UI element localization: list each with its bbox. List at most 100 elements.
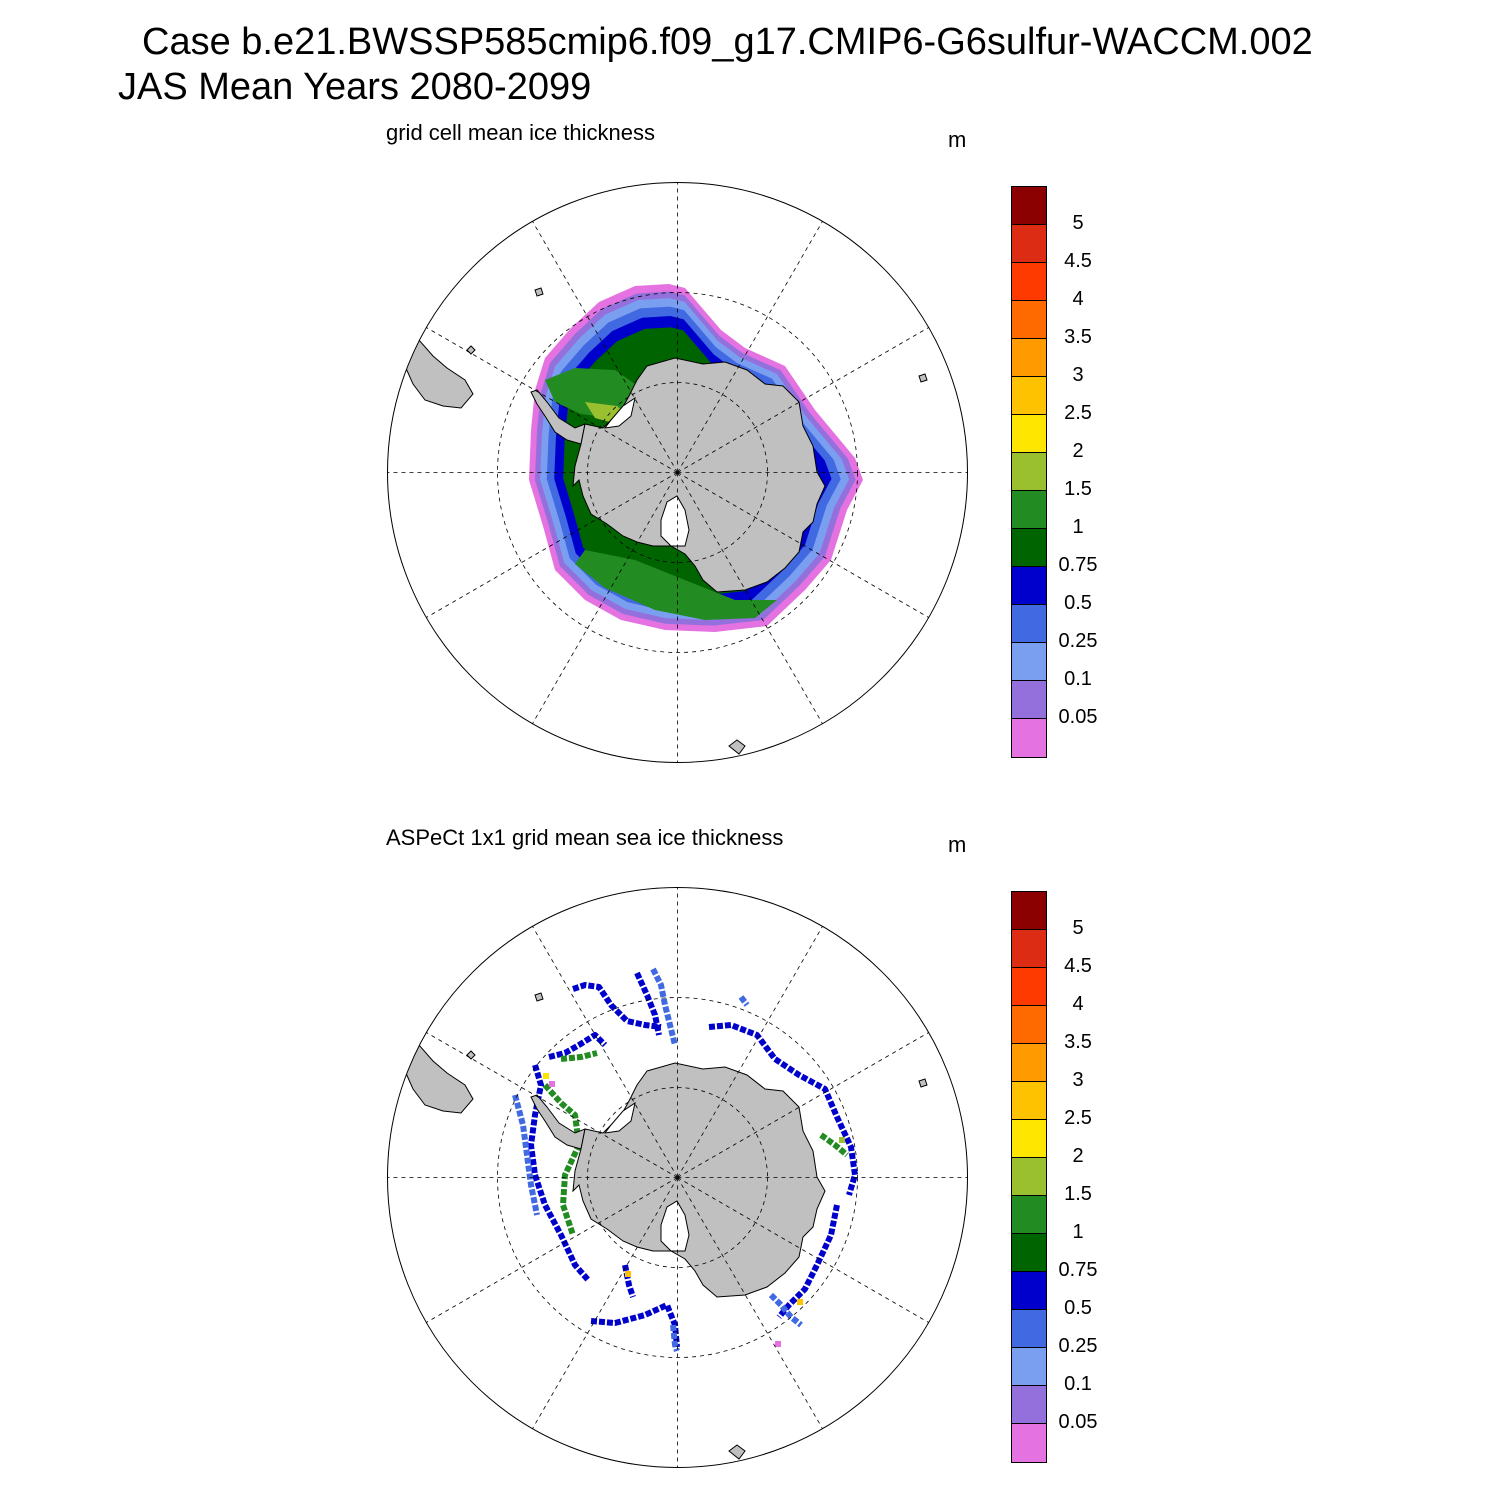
colorbar-swatch [1011, 1005, 1047, 1044]
colorbar-tick-label: 0.05 [1058, 1411, 1098, 1433]
colorbar-tick-label: 1 [1072, 516, 1084, 538]
sea-ice-ross-thick [575, 550, 777, 620]
colorbar-swatch [1011, 1423, 1047, 1463]
colorbar-tick-label: 0.1 [1064, 668, 1092, 690]
panel-1-subtitle: grid cell mean ice thickness [386, 120, 656, 145]
meridian-line [677, 1177, 929, 1323]
meridian-line [677, 221, 823, 473]
panel-2-units: m [948, 832, 967, 857]
colorbar-swatch [1011, 490, 1047, 529]
graticule [387, 887, 968, 1468]
colorbar-tick-label: 0.1 [1064, 1373, 1092, 1395]
colorbar-tick-label: 1.5 [1064, 1183, 1092, 1205]
colorbar-swatch [1011, 414, 1047, 453]
colorbar-swatch [1011, 891, 1047, 930]
colorbar-tick-label: 5 [1072, 212, 1084, 234]
colorbar-tick-label: 0.5 [1064, 1297, 1092, 1319]
ronne-ice-shelf [603, 1101, 636, 1134]
colorbar-swatch [1011, 1081, 1047, 1120]
ship-track [738, 995, 750, 1007]
figure-title-line-1: Case b.e21.BWSSP585cmip6.f09_g17.CMIP6-G… [142, 21, 1313, 63]
map-content [404, 967, 928, 1460]
meridian-line [677, 1177, 823, 1429]
land-antarctica [572, 357, 826, 593]
colorbar-swatch [1011, 1271, 1047, 1310]
colorbar-swatch [1011, 1195, 1047, 1234]
observation-cell [543, 1073, 549, 1079]
ship-track [512, 1094, 540, 1216]
colorbar-tick-label: 0.25 [1058, 1335, 1098, 1357]
meridian-line [532, 1177, 678, 1429]
land-antarctic-peninsula [530, 389, 586, 445]
ship-track [768, 1292, 803, 1328]
colorbar-tick-label: 0.25 [1058, 630, 1098, 652]
ronne-ice-shelf [603, 396, 636, 429]
meridian-line [532, 926, 678, 1178]
colorbar-tick-label: 3.5 [1064, 1031, 1092, 1053]
meridian-line [426, 472, 678, 618]
meridian-line [426, 327, 678, 473]
meridian-line [532, 472, 678, 724]
land-island [534, 287, 544, 297]
colorbar-swatch [1011, 186, 1047, 225]
land-south-america [404, 1044, 474, 1114]
panel-1-map [387, 182, 968, 763]
colorbar-swatch [1011, 300, 1047, 339]
meridian-line [426, 1177, 678, 1323]
colorbar-swatch [1011, 1043, 1047, 1082]
land-island [728, 739, 746, 755]
colorbar-swatch [1011, 338, 1047, 377]
colorbar-tick-label: 2 [1072, 1145, 1084, 1167]
land-island [534, 992, 544, 1002]
ship-track [776, 1204, 840, 1319]
colorbar-tick-label: 4.5 [1064, 955, 1092, 977]
land-antarctic-peninsula [530, 1094, 586, 1150]
ross-ice-shelf [660, 1200, 690, 1252]
colorbar-swatch [1011, 718, 1047, 758]
colorbar-tick-label: 1.5 [1064, 478, 1092, 500]
figure-title-line-2: JAS Mean Years 2080-2099 [118, 66, 592, 108]
colorbar-tick-label: 3 [1072, 1069, 1084, 1091]
ship-track [590, 1302, 680, 1348]
colorbar-swatch [1011, 1157, 1047, 1196]
ship-track [560, 1050, 598, 1062]
ship-track [650, 967, 678, 1046]
meridian-line [677, 1032, 929, 1178]
colorbar-swatch [1011, 1385, 1047, 1424]
colorbar-tick-label: 2 [1072, 440, 1084, 462]
ross-ice-shelf [660, 495, 690, 547]
colorbar-swatch [1011, 224, 1047, 263]
meridian-line [677, 472, 823, 724]
land-south-america [404, 339, 474, 409]
colorbar-swatch [1011, 1119, 1047, 1158]
ship-track [819, 1132, 849, 1158]
ship-track [634, 971, 662, 1036]
observation-cell [797, 1299, 803, 1305]
colorbar-tick-label: 0.75 [1058, 554, 1098, 576]
land-island [466, 1050, 476, 1060]
ship-track [622, 1264, 636, 1298]
map-content [404, 284, 928, 755]
colorbar-tick-label: 4 [1072, 993, 1084, 1015]
colorbar-swatch [1011, 262, 1047, 301]
colorbar-tick-label: 1 [1072, 1221, 1084, 1243]
colorbar-tick-label: 4 [1072, 288, 1084, 310]
colorbar-swatch [1011, 680, 1047, 719]
colorbar-swatch [1011, 967, 1047, 1006]
panel-2-colorbar [1011, 891, 1047, 1463]
colorbar-swatch [1011, 528, 1047, 567]
colorbar-tick-label: 3 [1072, 364, 1084, 386]
panel-1-units: m [948, 127, 967, 152]
colorbar-swatch [1011, 1233, 1047, 1272]
colorbar-tick-label: 5 [1072, 917, 1084, 939]
colorbar-swatch [1011, 642, 1047, 681]
ship-track [572, 982, 662, 1030]
ship-track [708, 1022, 858, 1196]
colorbar-swatch [1011, 566, 1047, 605]
panel-2-map [387, 887, 968, 1468]
land-island [918, 1078, 928, 1088]
meridian-line [426, 1032, 678, 1178]
land-island [918, 373, 928, 383]
ship-track [670, 1324, 680, 1352]
meridian-line [677, 926, 823, 1178]
